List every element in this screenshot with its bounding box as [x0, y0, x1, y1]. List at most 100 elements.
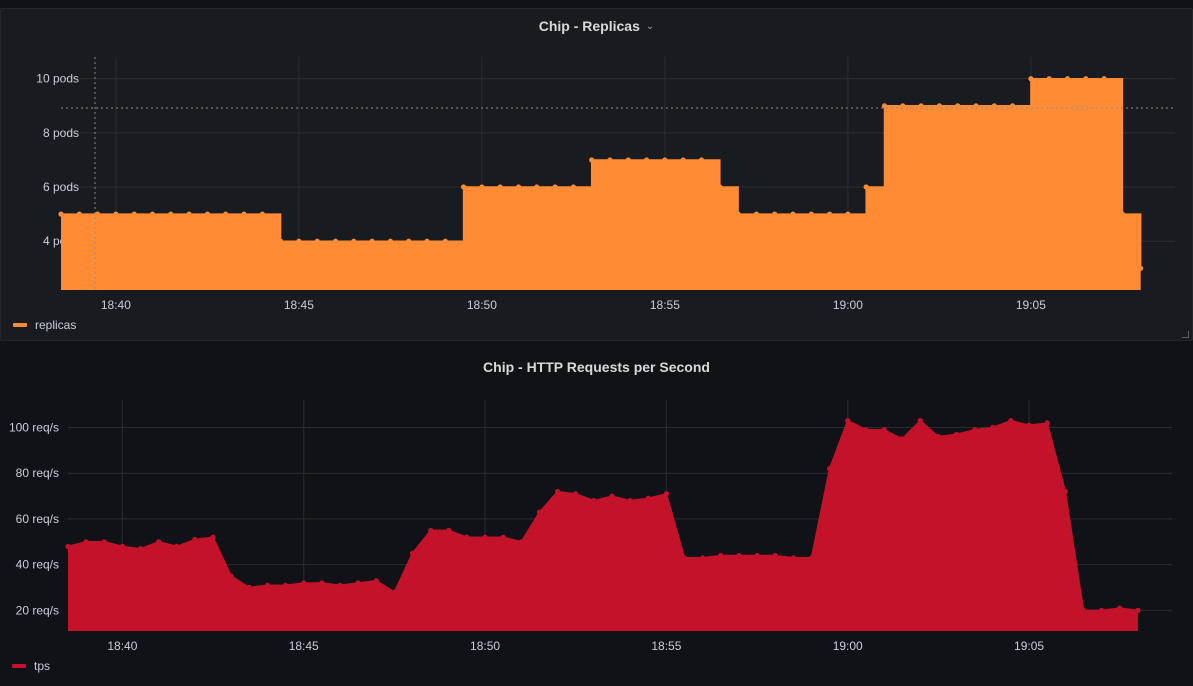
- data-point-replicas[interactable]: [662, 157, 667, 162]
- data-point-replicas[interactable]: [443, 239, 448, 244]
- data-point-tps[interactable]: [700, 555, 705, 560]
- data-point-tps[interactable]: [573, 491, 578, 496]
- data-point-tps[interactable]: [102, 539, 107, 544]
- data-point-tps[interactable]: [809, 555, 814, 560]
- legend-label-replicas[interactable]: replicas: [35, 318, 76, 332]
- data-point-tps[interactable]: [84, 539, 89, 544]
- data-point-tps[interactable]: [1008, 418, 1013, 423]
- data-point-tps[interactable]: [791, 555, 796, 560]
- data-point-tps[interactable]: [374, 578, 379, 583]
- data-point-tps[interactable]: [1027, 423, 1032, 428]
- data-point-tps[interactable]: [827, 466, 832, 471]
- data-point-replicas[interactable]: [1138, 266, 1143, 271]
- data-point-replicas[interactable]: [1028, 76, 1033, 81]
- data-point-replicas[interactable]: [681, 157, 686, 162]
- data-point-replicas[interactable]: [1102, 76, 1107, 81]
- data-point-tps[interactable]: [1045, 420, 1050, 425]
- data-point-tps[interactable]: [773, 553, 778, 558]
- data-point-tps[interactable]: [1117, 606, 1122, 611]
- data-point-replicas[interactable]: [424, 239, 429, 244]
- data-point-tps[interactable]: [464, 535, 469, 540]
- data-point-tps[interactable]: [555, 489, 560, 494]
- data-point-replicas[interactable]: [333, 239, 338, 244]
- data-point-tps[interactable]: [392, 590, 397, 595]
- resize-handle-icon[interactable]: [1182, 331, 1189, 338]
- data-point-tps[interactable]: [519, 539, 524, 544]
- data-point-replicas[interactable]: [461, 184, 466, 189]
- data-point-replicas[interactable]: [699, 157, 704, 162]
- data-point-tps[interactable]: [283, 583, 288, 588]
- data-point-tps[interactable]: [120, 544, 125, 549]
- data-point-tps[interactable]: [1063, 489, 1068, 494]
- data-point-replicas[interactable]: [553, 184, 558, 189]
- data-point-replicas[interactable]: [571, 184, 576, 189]
- data-point-replicas[interactable]: [772, 212, 777, 217]
- data-point-tps[interactable]: [428, 528, 433, 533]
- legend[interactable]: tps: [12, 659, 50, 673]
- data-point-tps[interactable]: [990, 425, 995, 430]
- data-point-tps[interactable]: [881, 427, 886, 432]
- data-point-replicas[interactable]: [168, 212, 173, 217]
- data-point-replicas[interactable]: [315, 239, 320, 244]
- data-point-replicas[interactable]: [864, 184, 869, 189]
- data-point-replicas[interactable]: [260, 212, 265, 217]
- data-point-tps[interactable]: [718, 553, 723, 558]
- data-point-tps[interactable]: [918, 418, 923, 423]
- data-point-tps[interactable]: [319, 580, 324, 585]
- data-point-tps[interactable]: [483, 535, 488, 540]
- data-point-tps[interactable]: [138, 546, 143, 551]
- data-point-replicas[interactable]: [187, 212, 192, 217]
- data-point-replicas[interactable]: [754, 212, 759, 217]
- data-point-tps[interactable]: [1081, 608, 1086, 613]
- data-point-replicas[interactable]: [406, 239, 411, 244]
- data-point-replicas[interactable]: [790, 212, 795, 217]
- data-point-tps[interactable]: [301, 580, 306, 585]
- data-point-tps[interactable]: [628, 498, 633, 503]
- data-point-tps[interactable]: [446, 528, 451, 533]
- data-point-replicas[interactable]: [205, 212, 210, 217]
- data-point-tps[interactable]: [664, 491, 669, 496]
- data-point-tps[interactable]: [211, 535, 216, 540]
- data-point-replicas[interactable]: [77, 212, 82, 217]
- data-point-replicas[interactable]: [1047, 76, 1052, 81]
- data-point-tps[interactable]: [1135, 608, 1140, 613]
- data-point-replicas[interactable]: [1083, 76, 1088, 81]
- data-point-tps[interactable]: [1099, 608, 1104, 613]
- data-point-tps[interactable]: [755, 553, 760, 558]
- data-point-tps[interactable]: [682, 555, 687, 560]
- data-point-replicas[interactable]: [736, 212, 741, 217]
- data-point-replicas[interactable]: [845, 212, 850, 217]
- data-point-tps[interactable]: [174, 544, 179, 549]
- data-point-tps[interactable]: [156, 539, 161, 544]
- data-point-tps[interactable]: [337, 583, 342, 588]
- data-point-replicas[interactable]: [95, 212, 100, 217]
- data-point-tps[interactable]: [229, 574, 234, 579]
- data-point-replicas[interactable]: [516, 184, 521, 189]
- data-point-tps[interactable]: [863, 427, 868, 432]
- data-point-tps[interactable]: [609, 494, 614, 499]
- data-point-replicas[interactable]: [1065, 76, 1070, 81]
- data-point-tps[interactable]: [192, 537, 197, 542]
- data-point-replicas[interactable]: [809, 212, 814, 217]
- data-point-replicas[interactable]: [498, 184, 503, 189]
- data-point-tps[interactable]: [845, 418, 850, 423]
- data-point-tps[interactable]: [410, 551, 415, 556]
- data-point-tps[interactable]: [936, 434, 941, 439]
- data-point-replicas[interactable]: [150, 212, 155, 217]
- data-point-tps[interactable]: [65, 544, 70, 549]
- data-point-tps[interactable]: [972, 427, 977, 432]
- data-point-tps[interactable]: [356, 580, 361, 585]
- data-point-replicas[interactable]: [626, 157, 631, 162]
- data-point-tps[interactable]: [736, 553, 741, 558]
- data-point-replicas[interactable]: [1120, 212, 1125, 217]
- data-point-replicas[interactable]: [370, 239, 375, 244]
- data-point-tps[interactable]: [900, 436, 905, 441]
- data-point-replicas[interactable]: [644, 157, 649, 162]
- data-point-replicas[interactable]: [132, 212, 137, 217]
- data-point-replicas[interactable]: [223, 212, 228, 217]
- data-point-replicas[interactable]: [58, 212, 63, 217]
- data-point-replicas[interactable]: [607, 157, 612, 162]
- data-point-tps[interactable]: [954, 432, 959, 437]
- data-point-replicas[interactable]: [827, 212, 832, 217]
